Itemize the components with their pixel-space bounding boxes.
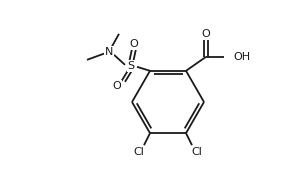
Text: N: N: [105, 47, 113, 57]
Text: O: O: [202, 29, 210, 39]
Text: OH: OH: [233, 52, 250, 62]
Text: O: O: [130, 39, 138, 49]
Text: S: S: [128, 61, 135, 71]
Text: Cl: Cl: [192, 147, 202, 157]
Text: O: O: [113, 81, 121, 91]
Text: Cl: Cl: [134, 147, 145, 157]
